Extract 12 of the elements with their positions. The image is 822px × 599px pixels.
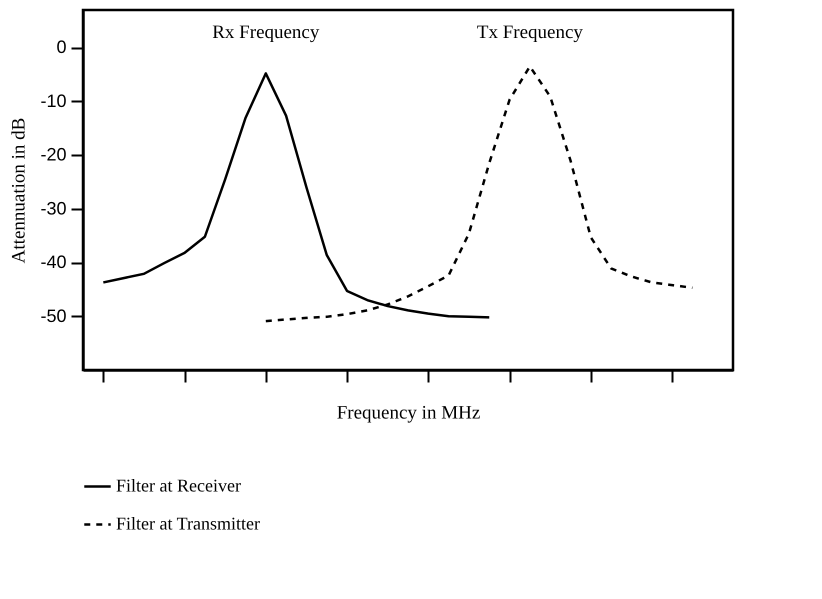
y-tick-label: -50 [40,306,66,326]
y-tick-label: -40 [40,252,66,272]
y-axis-title: Attennuation in dB [8,118,30,264]
y-tick-label: -20 [40,144,66,165]
legend-label: Filter at Transmitter [116,514,260,534]
annotation: Rx Frequency [212,22,320,43]
legend-label: Filter at Receiver [116,476,241,496]
annotation: Tx Frequency [476,22,584,43]
y-tick-label: -10 [40,90,66,111]
x-axis-title: Frequency in MHz [336,402,480,424]
y-tick-label: 0 [56,37,66,58]
y-tick-label: -30 [40,198,66,218]
